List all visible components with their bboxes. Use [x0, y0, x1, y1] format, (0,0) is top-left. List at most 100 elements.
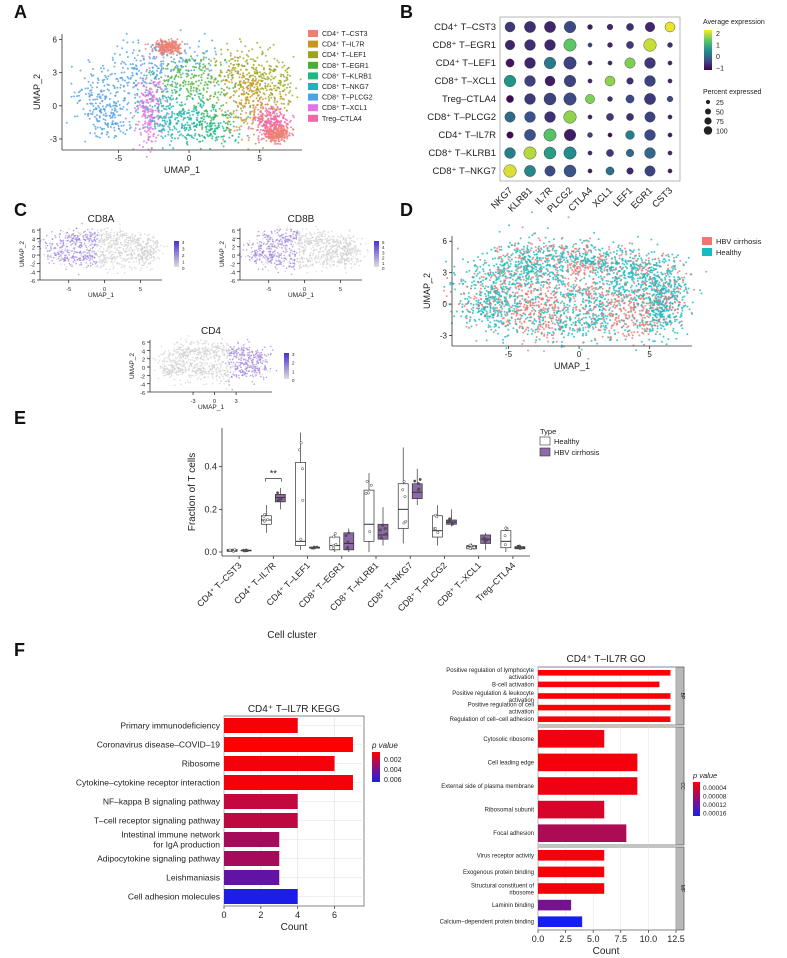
umap-cell-dot — [107, 75, 110, 78]
umap-cell-dot — [217, 124, 220, 127]
feature-cell-dot — [245, 249, 248, 251]
feature-cell-dot — [297, 248, 300, 250]
umap-cell-dot — [147, 129, 149, 132]
feature-cell-dot — [73, 248, 76, 250]
feature-cell-dot — [130, 247, 132, 249]
umap-cell-dot — [143, 80, 145, 83]
umap-cell-dot — [245, 68, 248, 71]
umap-cell-dot — [148, 55, 151, 58]
feature-cell-dot — [61, 258, 63, 260]
umap-cell-dot — [275, 65, 278, 68]
row-label: CD4⁺ T–CST3 — [434, 22, 496, 33]
umap-cell-dot — [212, 81, 215, 84]
feature-cell-dot — [260, 247, 263, 250]
umap-cell-dot — [166, 100, 169, 103]
feature-cell-dot — [322, 263, 325, 266]
feature-cell-dot — [310, 248, 313, 250]
umap-cell-dot — [193, 129, 196, 131]
umap-cell-dot — [111, 56, 114, 59]
feature-cell-dot — [123, 259, 126, 261]
feature-cell-dot — [261, 268, 264, 271]
feature-cell-dot — [304, 234, 307, 236]
umap-cell-dot — [105, 133, 108, 136]
umap-cell-dot — [261, 113, 264, 115]
feature-cell-dot — [305, 228, 308, 230]
feature-cell-dot — [140, 267, 143, 269]
feature-cell-dot — [121, 260, 123, 263]
feature-cell-dot — [231, 366, 234, 368]
feature-cell-dot — [152, 250, 155, 252]
feature-cell-dot — [211, 367, 214, 370]
umap-cell-dot — [73, 115, 76, 118]
feature-cell-dot — [272, 254, 275, 256]
umap-cell-dot — [102, 89, 105, 92]
umap-cell-dot — [103, 78, 106, 81]
umap-cell-dot — [97, 93, 100, 96]
umap-cell-dot — [269, 128, 271, 131]
feature-cell-dot — [353, 241, 356, 243]
umap-cell-dot — [257, 135, 260, 138]
umap-cell-dot — [167, 112, 170, 115]
umap-cell-dot — [144, 114, 147, 117]
feature-cell-dot — [294, 255, 296, 258]
feature-cell-dot — [290, 239, 292, 241]
feature-cell-dot — [84, 254, 86, 256]
umap-cell-dot — [223, 89, 225, 92]
umap-cell-dot — [200, 99, 203, 101]
umap-cell-dot — [261, 102, 264, 105]
umap-cell-dot — [242, 81, 245, 84]
umap-cell-dot — [213, 122, 216, 125]
feature-cell-dot — [144, 257, 146, 259]
umap-cell-dot — [276, 100, 279, 103]
umap-cell-dot — [172, 60, 175, 63]
umap-cell-dot — [227, 74, 229, 77]
feature-cell-dot — [149, 268, 152, 271]
dot-mark — [643, 38, 657, 52]
umap-cell-dot — [115, 135, 118, 138]
umap-cell-dot — [186, 43, 189, 46]
feature-cell-dot — [232, 243, 234, 245]
umap-cell-dot — [222, 120, 225, 123]
umap-cell-dot — [269, 118, 272, 120]
feature-cell-dot — [134, 242, 136, 244]
feature-cell-dot — [106, 249, 108, 252]
feature-cell-dot — [317, 228, 319, 231]
umap-cell-dot — [206, 122, 209, 125]
umap-cell-dot — [111, 72, 113, 75]
feature-cell-dot — [296, 257, 299, 260]
umap-cell-dot — [163, 129, 166, 132]
umap-cell-dot — [181, 113, 183, 115]
umap-cell-dot — [253, 111, 256, 114]
umap-cell-dot — [122, 131, 125, 134]
umap-cell-dot — [142, 94, 145, 97]
feature-cell-dot — [259, 247, 261, 249]
dot-mark — [585, 94, 595, 104]
feature-cell-dot — [80, 244, 82, 247]
feature-cell-dot — [114, 245, 117, 247]
feature-cell-dot — [264, 234, 266, 236]
feature-cell-dot — [242, 249, 245, 251]
feature-colorbar-label: 0 — [182, 266, 185, 271]
feature-cell-dot — [314, 259, 317, 261]
umap-cell-dot — [278, 79, 281, 82]
umap-cell-dot — [259, 91, 262, 94]
feature-cell-dot — [352, 247, 355, 250]
feature-cell-dot — [292, 262, 294, 265]
feature-cell-dot — [316, 244, 318, 247]
umap-cell-dot — [149, 57, 151, 60]
feature-cell-dot — [271, 244, 274, 246]
feature-cell-dot — [105, 261, 107, 264]
feature-cell-dot — [259, 243, 261, 245]
umap-cell-dot — [156, 123, 159, 126]
feature-cell-dot — [73, 252, 75, 255]
feature-cell-dot — [89, 254, 92, 256]
umap-cell-dot — [237, 116, 240, 119]
umap-cell-dot — [283, 140, 286, 142]
umap-cell-dot — [118, 104, 121, 106]
umap-cell-dot — [223, 75, 226, 78]
umap-cell-dot — [114, 116, 117, 119]
umap-cell-dot — [226, 116, 229, 119]
x-tick-label: 5 — [339, 287, 342, 293]
feature-cell-dot — [61, 242, 64, 245]
umap-cell-dot — [153, 116, 156, 119]
